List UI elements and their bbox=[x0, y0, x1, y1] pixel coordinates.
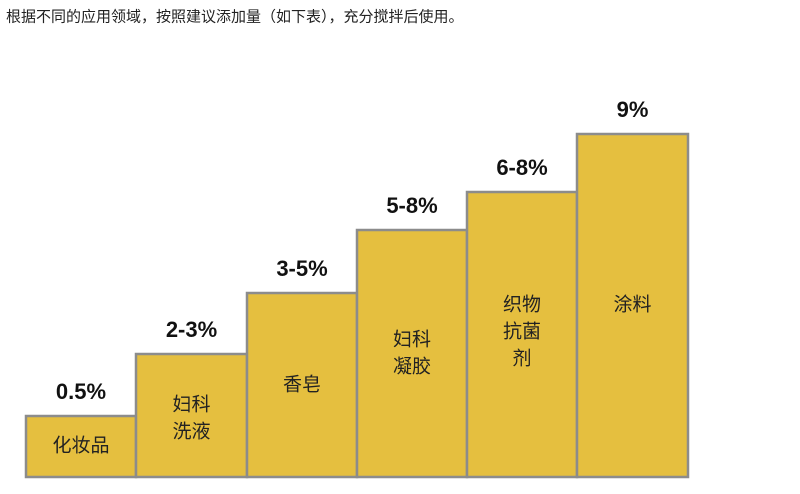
step-label: 化妆品 bbox=[52, 435, 109, 457]
caption: 根据不同的应用领域，按照建议添加量（如下表），充分搅拌后使用。 bbox=[6, 8, 464, 26]
step-label: 凝胶 bbox=[393, 356, 431, 378]
amount: 3-5% bbox=[276, 256, 327, 281]
step-label: 涂料 bbox=[613, 294, 651, 316]
step-label: 妇科 bbox=[172, 394, 210, 416]
step-block bbox=[355, 228, 469, 479]
step-block bbox=[245, 291, 359, 479]
amount: 9% bbox=[617, 97, 649, 122]
step-label: 香皂 bbox=[283, 374, 321, 396]
step-block bbox=[465, 190, 579, 479]
step-block bbox=[24, 414, 138, 479]
step-block bbox=[134, 352, 249, 479]
step-label: 织物 bbox=[503, 294, 541, 316]
amount: 5-8% bbox=[386, 193, 437, 218]
amount: 6-8% bbox=[496, 155, 547, 180]
amount: 0.5% bbox=[56, 379, 106, 404]
step-block bbox=[575, 132, 690, 479]
amount: 2-3% bbox=[166, 317, 217, 342]
step-label: 妇科 bbox=[393, 329, 431, 351]
step-label: 抗菌 bbox=[503, 321, 541, 343]
step-label: 剂 bbox=[512, 348, 531, 370]
step-label: 洗液 bbox=[172, 421, 210, 443]
